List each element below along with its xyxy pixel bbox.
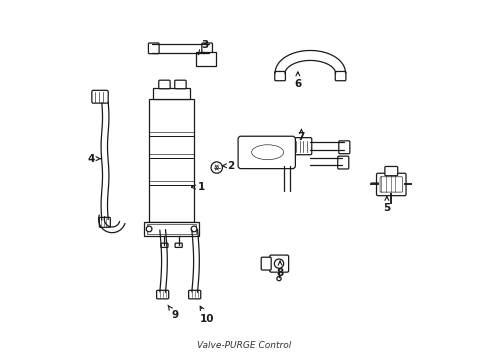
FancyBboxPatch shape — [148, 43, 159, 54]
FancyBboxPatch shape — [159, 80, 170, 89]
Circle shape — [215, 166, 218, 169]
FancyBboxPatch shape — [202, 43, 212, 54]
FancyBboxPatch shape — [274, 72, 285, 81]
Text: 3: 3 — [198, 40, 208, 55]
Text: 7: 7 — [297, 129, 305, 142]
Text: 4: 4 — [88, 154, 101, 164]
FancyBboxPatch shape — [261, 257, 271, 270]
Text: 8: 8 — [276, 261, 283, 278]
FancyBboxPatch shape — [149, 99, 193, 222]
Text: 6: 6 — [294, 72, 301, 89]
Circle shape — [211, 162, 222, 173]
Text: 9: 9 — [167, 305, 178, 320]
Text: 5: 5 — [383, 197, 389, 213]
FancyBboxPatch shape — [152, 88, 190, 99]
FancyBboxPatch shape — [99, 217, 110, 227]
FancyBboxPatch shape — [290, 138, 311, 155]
Text: 1: 1 — [191, 182, 205, 192]
FancyBboxPatch shape — [379, 177, 402, 192]
FancyBboxPatch shape — [174, 80, 186, 89]
FancyBboxPatch shape — [384, 166, 397, 176]
FancyBboxPatch shape — [92, 90, 108, 103]
FancyBboxPatch shape — [161, 243, 168, 247]
FancyBboxPatch shape — [188, 290, 200, 299]
FancyBboxPatch shape — [269, 255, 288, 272]
FancyBboxPatch shape — [337, 156, 348, 169]
Circle shape — [146, 226, 152, 232]
FancyBboxPatch shape — [143, 222, 199, 236]
FancyBboxPatch shape — [335, 72, 345, 81]
FancyBboxPatch shape — [175, 243, 182, 247]
FancyBboxPatch shape — [376, 173, 405, 195]
FancyBboxPatch shape — [338, 141, 349, 154]
FancyBboxPatch shape — [196, 52, 216, 66]
Circle shape — [191, 226, 197, 232]
Circle shape — [274, 259, 283, 268]
FancyBboxPatch shape — [156, 290, 168, 299]
FancyBboxPatch shape — [238, 136, 295, 168]
Text: 2: 2 — [222, 161, 233, 171]
Circle shape — [276, 276, 281, 281]
Ellipse shape — [251, 145, 283, 160]
Text: Valve-PURGE Control: Valve-PURGE Control — [197, 341, 291, 350]
FancyBboxPatch shape — [147, 224, 195, 234]
Text: 10: 10 — [200, 306, 214, 324]
